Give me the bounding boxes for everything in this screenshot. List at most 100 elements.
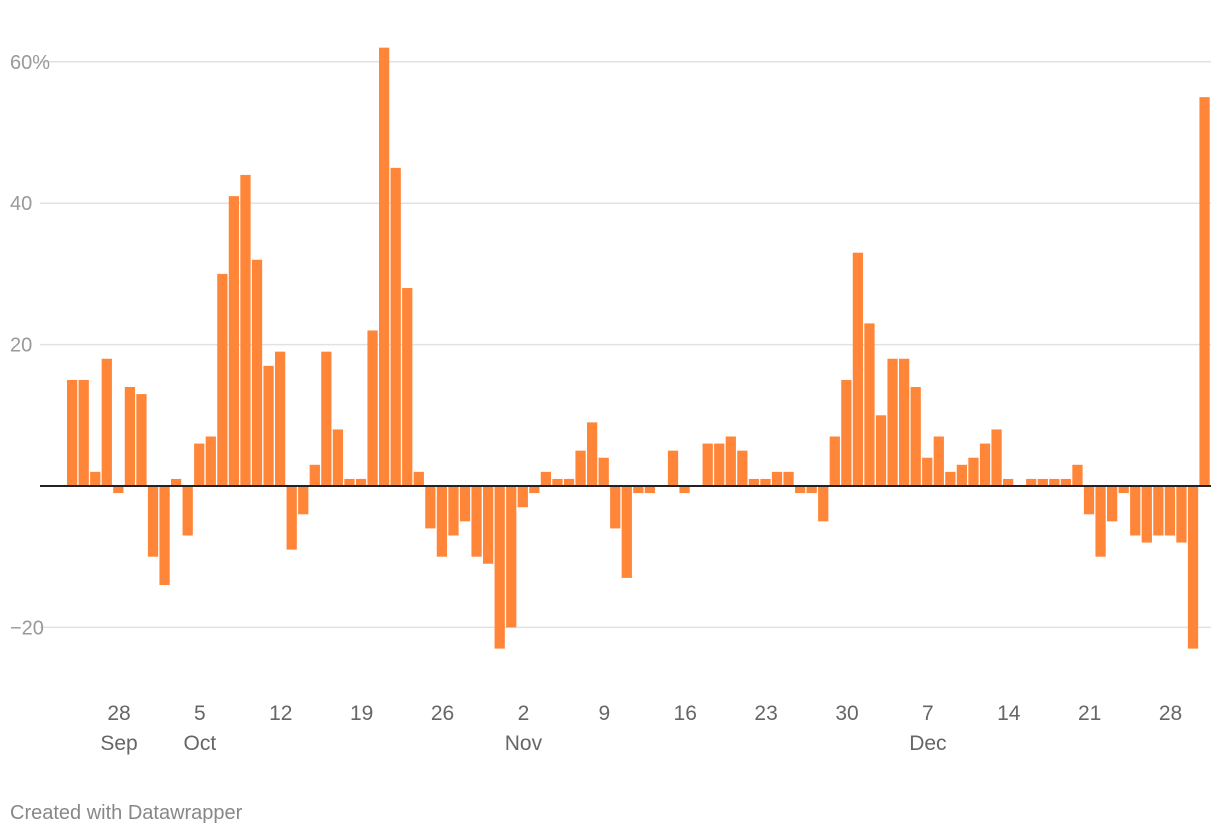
bar-2020-11-21 bbox=[737, 450, 748, 486]
bar-2020-12-13 bbox=[991, 429, 1002, 486]
bar-2020-12-04 bbox=[887, 358, 898, 486]
bar-2020-12-22 bbox=[1095, 486, 1106, 557]
bar-2020-12-07 bbox=[922, 457, 933, 486]
y-tick-label: −20 bbox=[10, 617, 44, 639]
bar-2020-10-11 bbox=[263, 365, 274, 486]
bar-2020-11-27 bbox=[806, 486, 817, 494]
bar-2020-10-07 bbox=[217, 273, 228, 486]
bar-2020-12-06 bbox=[910, 387, 921, 486]
bar-2020-10-03 bbox=[171, 478, 182, 486]
bar-2020-10-26 bbox=[436, 486, 448, 557]
bar-2020-11-16 bbox=[679, 486, 690, 494]
bar-2020-10-28 bbox=[459, 486, 471, 522]
bar-2020-12-09 bbox=[945, 471, 956, 486]
bar-2020-12-05 bbox=[899, 358, 910, 486]
bar-2020-11-20 bbox=[725, 436, 736, 486]
bar-2020-10-27 bbox=[448, 486, 459, 536]
bar-2020-12-03 bbox=[875, 415, 887, 486]
bar-2020-10-05 bbox=[194, 443, 205, 486]
bar-2020-09-30 bbox=[136, 394, 147, 486]
bar-2020-11-30 bbox=[841, 379, 852, 486]
bar-2020-12-18 bbox=[1049, 478, 1060, 486]
x-month-label: Nov bbox=[505, 732, 543, 755]
bar-2020-11-26 bbox=[795, 486, 806, 494]
bar-2020-10-08 bbox=[228, 196, 240, 486]
bar-2020-12-08 bbox=[933, 436, 944, 486]
bar-2020-09-24 bbox=[67, 379, 78, 486]
bar-2020-12-14 bbox=[1003, 478, 1014, 486]
bar-2020-11-08 bbox=[587, 422, 598, 486]
bar-2020-10-25 bbox=[425, 486, 436, 529]
bar-2020-12-17 bbox=[1037, 478, 1048, 486]
bar-2020-11-18 bbox=[702, 443, 713, 486]
bar-2020-10-14 bbox=[298, 486, 309, 515]
bar-2020-11-09 bbox=[598, 457, 609, 486]
y-tick-label: 40 bbox=[10, 193, 32, 215]
x-tick-label: 30 bbox=[835, 702, 858, 725]
bar-2020-10-20 bbox=[367, 330, 378, 486]
bar-2020-10-12 bbox=[275, 351, 286, 486]
bar-2020-11-23 bbox=[760, 478, 771, 486]
bars bbox=[67, 47, 1210, 649]
bar-2020-11-07 bbox=[575, 450, 586, 486]
bar-2020-09-27 bbox=[101, 358, 112, 486]
bar-2020-12-31 bbox=[1199, 97, 1210, 487]
bar-2020-10-15 bbox=[309, 464, 320, 486]
bar-2020-11-05 bbox=[552, 478, 563, 486]
bar-2020-09-28 bbox=[113, 486, 124, 494]
bar-2020-11-15 bbox=[667, 450, 679, 486]
bar-2020-09-25 bbox=[78, 379, 89, 486]
x-tick-label: 21 bbox=[1078, 702, 1101, 725]
x-axis: 28 Sep 5 Oct 12 19 26 2 Nov 9 16 23 30 7 Dec 14 21 28 bbox=[100, 702, 1182, 755]
bar-2020-10-13 bbox=[286, 486, 297, 550]
bar-2020-12-10 bbox=[956, 464, 968, 486]
bar-2020-12-11 bbox=[968, 457, 979, 486]
bar-2020-11-10 bbox=[610, 486, 621, 529]
bar-2020-11-22 bbox=[748, 478, 760, 486]
bar-2020-11-29 bbox=[829, 436, 840, 486]
bar-2020-12-27 bbox=[1153, 486, 1164, 536]
bar-2020-11-11 bbox=[621, 486, 632, 578]
bar-2020-10-01 bbox=[147, 486, 159, 557]
bar-2020-10-18 bbox=[344, 478, 355, 486]
bar-2020-09-29 bbox=[124, 387, 136, 486]
bar-2020-12-16 bbox=[1026, 478, 1037, 486]
bar-2020-12-21 bbox=[1083, 486, 1095, 515]
bar-2020-10-22 bbox=[390, 167, 401, 486]
bar-2020-10-24 bbox=[413, 471, 424, 486]
x-tick-label: 16 bbox=[674, 702, 697, 725]
bar-2020-12-23 bbox=[1107, 486, 1118, 522]
x-tick-label: 26 bbox=[431, 702, 454, 725]
bar-2020-10-16 bbox=[321, 351, 332, 486]
bar-2020-11-19 bbox=[714, 443, 725, 486]
x-tick-label: 5 bbox=[194, 702, 206, 725]
bar-2020-10-04 bbox=[182, 486, 193, 536]
bar-2020-10-02 bbox=[159, 486, 170, 585]
credit-text: Created with Datawrapper bbox=[10, 802, 243, 824]
x-tick-label: 2 bbox=[518, 702, 530, 725]
bar-2020-12-28 bbox=[1164, 486, 1176, 536]
x-month-label: Oct bbox=[184, 732, 217, 755]
x-tick-label: 9 bbox=[598, 702, 610, 725]
bar-2020-10-06 bbox=[205, 436, 216, 486]
bar-2020-12-24 bbox=[1118, 486, 1129, 494]
bar-2020-12-12 bbox=[979, 443, 991, 486]
bar-2020-10-21 bbox=[379, 47, 390, 486]
bar-2020-11-02 bbox=[517, 486, 528, 508]
bar-2020-12-19 bbox=[1060, 478, 1072, 486]
bar-2020-11-24 bbox=[771, 471, 783, 486]
x-month-label: Sep bbox=[100, 732, 137, 755]
x-tick-label: 12 bbox=[269, 702, 292, 725]
bar-2020-10-10 bbox=[251, 259, 263, 486]
bar-2020-12-30 bbox=[1187, 486, 1199, 649]
bar-2020-11-13 bbox=[644, 486, 656, 494]
bar-2020-12-20 bbox=[1072, 464, 1083, 486]
bar-2020-10-30 bbox=[483, 486, 494, 564]
x-tick-label: 28 bbox=[1159, 702, 1182, 725]
x-tick-label: 28 bbox=[107, 702, 130, 725]
bar-2020-10-09 bbox=[240, 174, 251, 487]
bar-2020-12-26 bbox=[1141, 486, 1152, 543]
bar-2020-12-02 bbox=[864, 323, 875, 486]
bar-2020-11-12 bbox=[633, 486, 644, 494]
